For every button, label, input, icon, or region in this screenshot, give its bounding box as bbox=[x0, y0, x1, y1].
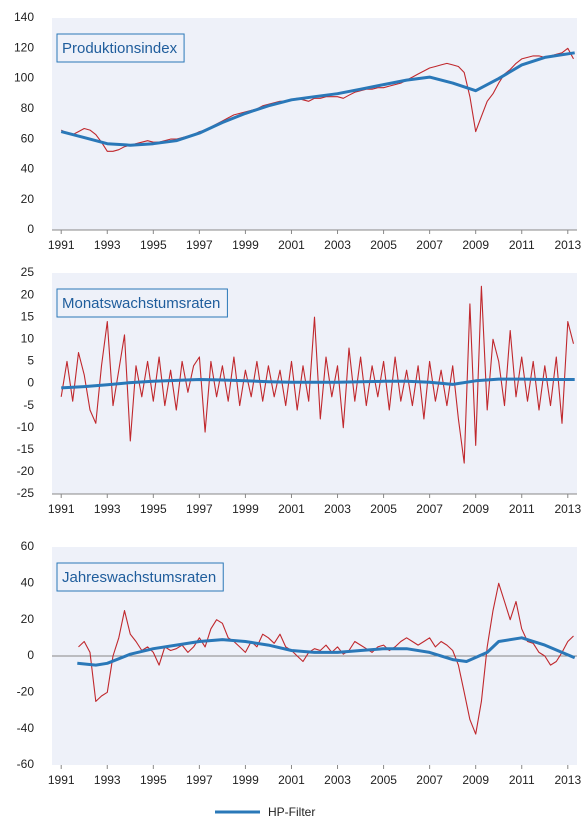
x-tick-label: 1995 bbox=[140, 238, 167, 252]
x-tick-label: 2011 bbox=[509, 502, 535, 516]
x-tick-label: 1991 bbox=[48, 238, 75, 252]
chart-title: Monatswachstumsraten bbox=[62, 295, 220, 312]
x-tick-label: 2011 bbox=[509, 238, 535, 252]
title-box bbox=[56, 33, 185, 63]
x-tick-label: 1993 bbox=[94, 773, 121, 787]
y-tick-label: 20 bbox=[21, 612, 35, 626]
title-box bbox=[56, 562, 224, 592]
x-tick-label: 2009 bbox=[462, 773, 489, 787]
x-tick-label: 2005 bbox=[370, 502, 397, 516]
y-tick-label: -20 bbox=[17, 464, 35, 478]
chart-title: Jahreswachstumsraten bbox=[62, 569, 216, 586]
x-tick-label: 2013 bbox=[554, 238, 581, 252]
series-line bbox=[77, 636, 576, 667]
x-tick-label: 1997 bbox=[186, 773, 213, 787]
y-tick-label: 0 bbox=[27, 648, 34, 662]
y-tick-label: 40 bbox=[21, 576, 35, 590]
x-tick-label: 1997 bbox=[186, 502, 213, 516]
x-tick-label: 2007 bbox=[416, 773, 443, 787]
series-line bbox=[60, 51, 575, 147]
y-tick-label: 40 bbox=[21, 162, 35, 176]
y-tick-label: -20 bbox=[17, 685, 35, 699]
x-tick-label: 2013 bbox=[554, 773, 581, 787]
series-line bbox=[60, 47, 574, 152]
x-tick-label: 2003 bbox=[324, 238, 351, 252]
y-tick-label: 5 bbox=[27, 354, 34, 368]
x-tick-label: 1993 bbox=[94, 238, 121, 252]
x-tick-label: 1991 bbox=[48, 773, 75, 787]
y-tick-label: -40 bbox=[17, 721, 35, 735]
series-line bbox=[78, 582, 574, 735]
x-tick-label: 1993 bbox=[94, 502, 121, 516]
y-tick-label: 140 bbox=[14, 10, 34, 24]
y-tick-label: 15 bbox=[21, 309, 35, 323]
x-tick-label: 2003 bbox=[324, 773, 351, 787]
x-tick-label: 1999 bbox=[232, 238, 259, 252]
y-tick-label: 0 bbox=[27, 376, 34, 390]
y-tick-label: -15 bbox=[17, 442, 35, 456]
y-tick-label: 25 bbox=[21, 265, 35, 279]
x-tick-label: 1995 bbox=[140, 502, 167, 516]
x-tick-label: 1997 bbox=[186, 238, 213, 252]
title-box bbox=[56, 288, 228, 318]
x-tick-label: 2001 bbox=[278, 502, 305, 516]
x-tick-label: 1991 bbox=[48, 502, 75, 516]
x-tick-label: 1999 bbox=[232, 502, 259, 516]
y-tick-label: -25 bbox=[17, 486, 35, 500]
x-tick-label: 2009 bbox=[462, 238, 489, 252]
x-tick-label: 2013 bbox=[554, 502, 581, 516]
y-tick-label: 20 bbox=[21, 192, 35, 206]
y-tick-label: 60 bbox=[21, 539, 35, 553]
y-tick-label: 10 bbox=[21, 331, 35, 345]
y-tick-label: -60 bbox=[17, 757, 35, 771]
y-tick-label: 80 bbox=[21, 101, 35, 115]
x-tick-label: 2007 bbox=[416, 502, 443, 516]
x-tick-label: 2003 bbox=[324, 502, 351, 516]
x-tick-label: 2009 bbox=[462, 502, 489, 516]
chart-title: Produktionsindex bbox=[62, 40, 178, 57]
x-tick-label: 1999 bbox=[232, 773, 259, 787]
x-tick-label: 2001 bbox=[278, 773, 305, 787]
y-tick-label: 20 bbox=[21, 287, 35, 301]
y-tick-label: 120 bbox=[14, 40, 34, 54]
x-tick-label: 2007 bbox=[416, 238, 443, 252]
series-line bbox=[60, 285, 575, 464]
y-tick-label: 100 bbox=[14, 71, 34, 85]
x-tick-label: 2011 bbox=[509, 773, 535, 787]
x-tick-label: 2001 bbox=[278, 238, 305, 252]
legend-label: HP-Filter bbox=[268, 805, 315, 819]
y-tick-label: -5 bbox=[23, 398, 34, 412]
series-line bbox=[61, 377, 575, 390]
y-tick-label: -10 bbox=[17, 420, 35, 434]
y-tick-label: 60 bbox=[21, 131, 35, 145]
x-tick-label: 2005 bbox=[370, 773, 397, 787]
x-tick-label: 1995 bbox=[140, 773, 167, 787]
y-tick-label: 0 bbox=[27, 222, 34, 236]
x-tick-label: 2005 bbox=[370, 238, 397, 252]
